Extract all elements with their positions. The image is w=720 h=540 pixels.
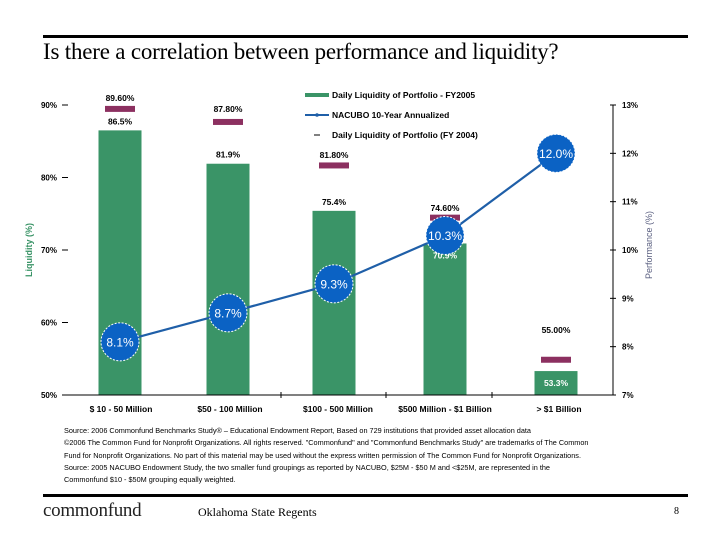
- bar-value-label: 86.5%: [108, 116, 133, 126]
- slide-title: Is there a correlation between performan…: [43, 39, 559, 64]
- nacubo-point-label: 10.3%: [428, 229, 462, 243]
- bar-value-label: 70.9%: [433, 250, 458, 260]
- x-tick-label: > $1 Billion: [536, 404, 581, 414]
- bar-value-label: 81.9%: [216, 150, 241, 160]
- bottom-rule: [43, 494, 688, 497]
- nacubo-point: [100, 322, 140, 362]
- x-tick-label: $ 10 - 50 Million: [90, 404, 153, 414]
- nacubo-point: [425, 216, 465, 255]
- marker-fy2004-label: 55.00%: [542, 325, 571, 335]
- page-number: 8: [674, 506, 679, 517]
- left-tick-label: 60%: [41, 319, 57, 328]
- footer-organization: Oklahoma State Regents: [198, 505, 317, 519]
- legend-label-line: NACUBO 10-Year Annualized: [332, 110, 449, 120]
- marker-fy2004: [105, 105, 135, 112]
- legend-swatch-bar: [305, 93, 329, 97]
- legend-label-marker: Daily Liquidity of Portfolio (FY 2004): [332, 130, 478, 140]
- source-line: Commonfund $10 - $50M grouping equally w…: [64, 475, 236, 485]
- x-tick-label: $500 Million - $1 Billion: [398, 404, 492, 414]
- right-tick-label: 8%: [622, 343, 634, 352]
- left-tick-label: 50%: [41, 391, 57, 400]
- marker-fy2004-label: 87.80%: [214, 104, 243, 114]
- marker-fy2004-label: 74.60%: [431, 203, 460, 213]
- marker-fy2004: [213, 118, 243, 125]
- nacubo-point: [314, 264, 354, 304]
- bar-value-label: 75.4%: [322, 197, 347, 207]
- right-tick-label: 13%: [622, 101, 638, 110]
- left-tick-label: 90%: [41, 101, 57, 110]
- marker-fy2004: [541, 356, 571, 363]
- right-tick-label: 12%: [622, 149, 638, 158]
- nacubo-point: [536, 133, 576, 173]
- right-axis-title: Performance (%): [644, 211, 654, 279]
- nacubo-point-label: 8.7%: [214, 306, 242, 320]
- source-line: Fund for Nonprofit Organizations. No par…: [64, 450, 581, 460]
- source-notes: Source: 2006 Commonfund Benchmarks Study…: [64, 425, 684, 486]
- nacubo-point: [208, 293, 248, 333]
- top-rule: [43, 35, 688, 38]
- marker-fy2004: [319, 162, 349, 169]
- marker-fy2004-label: 81.80%: [320, 150, 349, 160]
- source-line: Source: 2006 Commonfund Benchmarks Study…: [64, 426, 531, 435]
- source-line: ©2006 The Common Fund for Nonprofit Orga…: [64, 438, 589, 448]
- left-axis-title: Liquidity (%): [24, 223, 34, 277]
- left-tick-label: 80%: [41, 174, 57, 183]
- x-tick-label: $50 - 100 Million: [197, 404, 262, 414]
- x-tick-label: $100 - 500 Million: [303, 404, 373, 414]
- commonfund-logo: commonfund: [43, 500, 142, 521]
- bar-fy2005: [206, 163, 250, 395]
- legend-swatch-line-dot: [315, 113, 319, 117]
- right-tick-label: 9%: [622, 294, 634, 303]
- right-tick-label: 10%: [622, 246, 638, 255]
- right-tick-label: 11%: [622, 198, 638, 207]
- source-line: Source: 2005 NACUBO Endowment Study, the…: [64, 462, 550, 472]
- bar-fy2005: [534, 371, 578, 395]
- legend-label-bar: Daily Liquidity of Portfolio - FY2005: [332, 90, 475, 100]
- left-tick-label: 70%: [41, 246, 57, 255]
- bar-fy2005: [423, 243, 467, 395]
- nacubo-point-label: 9.3%: [320, 277, 348, 291]
- nacubo-point-label: 12.0%: [539, 147, 573, 161]
- nacubo-point-label: 8.1%: [106, 335, 134, 349]
- right-tick-label: 7%: [622, 391, 634, 400]
- marker-fy2004-label: 89.60%: [106, 93, 135, 103]
- bar-value-label: 53.3%: [544, 378, 569, 388]
